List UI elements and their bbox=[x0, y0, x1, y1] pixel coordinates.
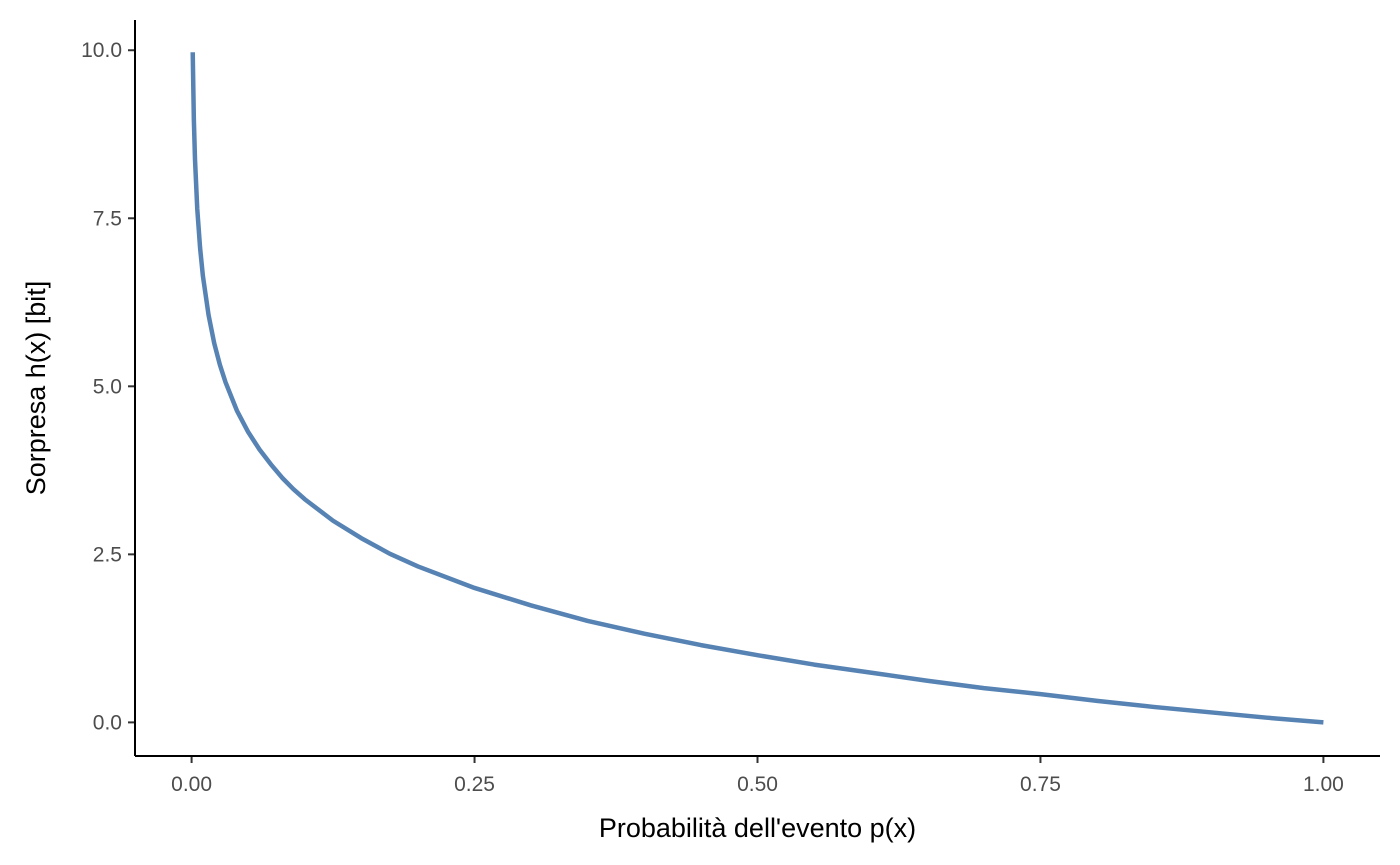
x-tick-label: 0.00 bbox=[171, 773, 212, 796]
x-tick-label: 0.25 bbox=[454, 773, 495, 796]
x-axis-title: Probabilità dell'evento p(x) bbox=[599, 813, 916, 843]
series-line bbox=[190, 52, 1324, 725]
x-tick-label: 1.00 bbox=[1303, 773, 1344, 796]
x-tick-label: 0.50 bbox=[737, 773, 778, 796]
series-layer bbox=[190, 52, 1324, 725]
y-axis-title: Sorpresa h(x) [bit] bbox=[21, 281, 51, 496]
x-axis-ticks: 0.00 0.25 0.50 0.75 1.00 bbox=[171, 756, 1344, 796]
x-tick-label: 0.75 bbox=[1020, 773, 1061, 796]
y-axis-ticks: 0.0 2.5 5.0 7.5 10.0 bbox=[81, 39, 135, 734]
y-tick-label: 5.0 bbox=[93, 375, 122, 398]
y-tick-label: 10.0 bbox=[81, 39, 122, 62]
y-tick-label: 2.5 bbox=[93, 543, 122, 566]
y-tick-label: 0.0 bbox=[93, 711, 122, 734]
y-tick-label: 7.5 bbox=[93, 207, 122, 230]
